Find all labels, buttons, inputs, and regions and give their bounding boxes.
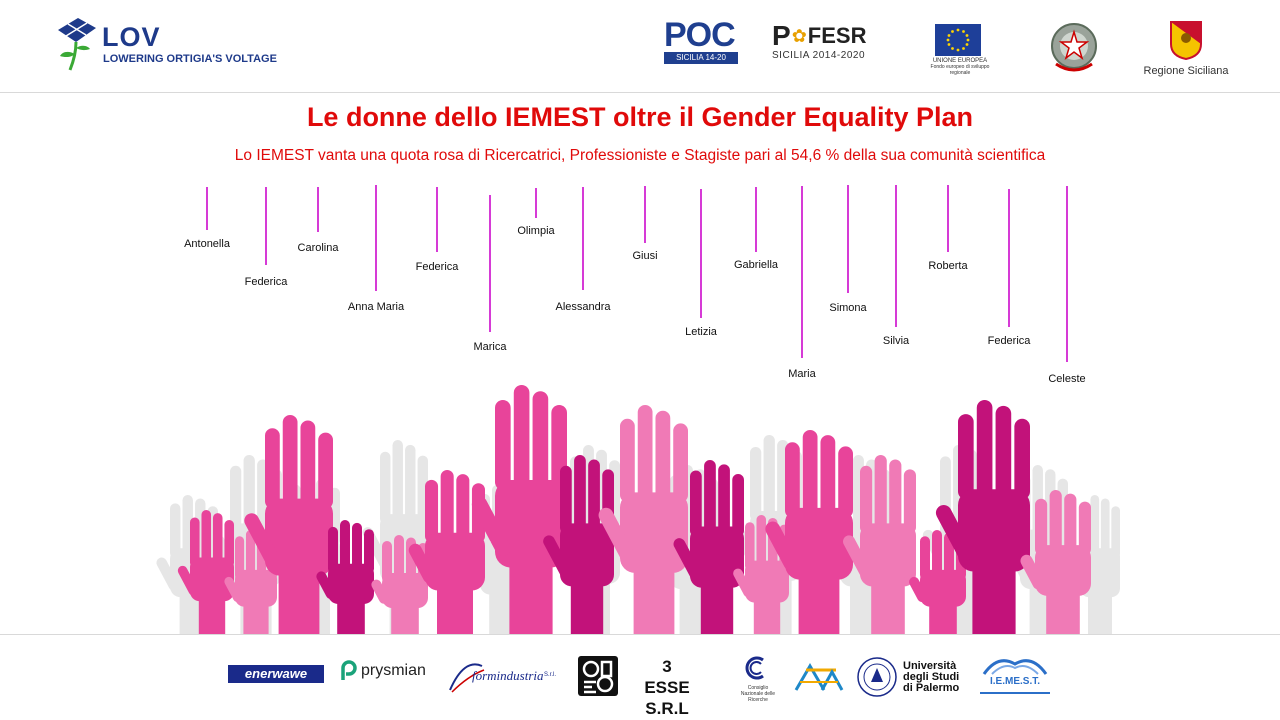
fesr-label: FESR [807, 23, 867, 48]
name-label: Olimpia [517, 225, 555, 237]
name-label: Giusi [632, 250, 658, 262]
cnr-logo: Consiglio Nazionale delle Ricerche [736, 656, 780, 703]
raised-hand-shape [673, 460, 744, 635]
name-label: Roberta [928, 260, 968, 272]
name-label: Celeste [1048, 373, 1086, 385]
name-connector-line [1066, 186, 1068, 362]
name-label: Marica [473, 341, 507, 353]
iemest-label: I.E.ME.S.T. [989, 676, 1040, 687]
eu-flag-icon [935, 24, 981, 56]
ittae-logo-icon [794, 663, 844, 691]
name-connector-line [375, 185, 377, 291]
header-divider [0, 92, 1280, 93]
formindustria-label: formindustria [472, 668, 544, 683]
prysmian-logo: prysmian [340, 660, 426, 682]
name-label: Simona [829, 302, 867, 314]
prysmian-mark-icon [341, 660, 357, 680]
name-label: Maria [788, 368, 816, 380]
cnr-caption: Consiglio Nazionale delle Ricerche [740, 685, 776, 703]
raised-hand-shape [316, 520, 374, 635]
lov-logo-subtitle: LOWERING ORTIGIA'S VOLTAGE [103, 53, 277, 65]
name-connector-line [489, 195, 491, 332]
raised-hand-shape [177, 510, 234, 635]
raised-hand-shape [765, 430, 853, 635]
raised-hand-shape [471, 385, 567, 635]
name-label: Gabriella [733, 259, 779, 271]
raised-hand-shape [408, 470, 485, 635]
name-label: Alessandra [555, 301, 611, 313]
raised-hand-shape [543, 455, 614, 635]
name-label: Letizia [685, 326, 717, 338]
enerwawe-logo: enerwawe [228, 665, 324, 683]
tre-esse-logo: 3 ESSE S.R.L [640, 656, 694, 719]
fesr-caption: SICILIA 2014-2020 [772, 50, 866, 61]
raised-hands-illustration [156, 385, 1120, 635]
name-label: Anna Maria [347, 301, 405, 313]
regione-siciliana-logo: Regione Siciliana [1138, 20, 1234, 82]
prysmian-label: prysmian [361, 662, 426, 679]
apeo-logo [578, 656, 618, 696]
raised-hand-shape [598, 405, 688, 635]
page-subtitle: Lo IEMEST vanta una quota rosa di Ricerc… [234, 147, 1046, 164]
iemest-logo: I.E.ME.S.T. [974, 654, 1056, 702]
iemest-wave-icon [982, 659, 1048, 675]
name-label: Federica [244, 276, 288, 288]
cnr-mark-icon [745, 656, 764, 680]
fesr-logo: P ✿ FESR SICILIA 2014-2020 [772, 22, 876, 70]
raised-hand-shape [935, 400, 1030, 635]
name-connector-line [535, 188, 537, 218]
name-connector-line [1008, 189, 1010, 327]
names-timeline: Antonella Federica Carolina Anna Maria Feder… [184, 185, 1086, 385]
raised-hand-shape [1020, 490, 1091, 635]
name-connector-line [265, 187, 267, 265]
apeo-mark-icon [582, 660, 614, 694]
poc-caption: SICILIA 14-20 [664, 52, 738, 64]
name-connector-line [801, 186, 803, 358]
name-connector-line [947, 185, 949, 252]
page-title: Le donne dello IEMEST oltre il Gender Eq… [306, 102, 974, 132]
name-connector-line [755, 187, 757, 252]
name-label: Carolina [297, 242, 339, 254]
lov-logo-title: LOV [102, 22, 161, 52]
unipa-line-1: Università [903, 659, 957, 672]
regione-caption: Regione Siciliana [1143, 65, 1229, 77]
name-connector-line [847, 185, 849, 293]
formindustria-logo: formindustria S.r.l. [446, 656, 564, 696]
eu-logo: UNIONE EUROPEA Fondo europeo di sviluppo… [920, 24, 1000, 76]
name-label: Federica [415, 261, 459, 273]
unipa-logo: Università degli Studi di Palermo [856, 656, 959, 698]
name-connector-line [436, 187, 438, 252]
unipa-line-3: di Palermo [903, 681, 960, 694]
eu-caption: UNIONE EUROPEA [932, 58, 988, 64]
name-connector-line [644, 186, 646, 243]
name-label: Antonella [184, 238, 230, 250]
name-connector-line [582, 187, 584, 290]
raised-hand-shape [843, 455, 916, 635]
name-connector-line [317, 187, 319, 232]
raised-hand-shape [909, 530, 966, 635]
name-connector-line [895, 185, 897, 327]
formindustria-swoosh-icon [449, 663, 485, 693]
solar-plant-icon [58, 18, 96, 71]
raised-hand-shape [244, 415, 333, 635]
tre-esse-line-2: S.R.L [645, 699, 689, 718]
tre-esse-line-1: 3 ESSE [644, 657, 690, 697]
unipa-seal-icon [857, 657, 897, 697]
name-label: Silvia [882, 335, 910, 347]
iemest-underline [980, 692, 1050, 694]
name-connector-line [206, 187, 208, 230]
poc-logo: POC SICILIA 14-20 [664, 18, 738, 68]
italian-republic-emblem-icon [1051, 23, 1097, 72]
name-label: Federica [987, 335, 1031, 347]
footer-divider [0, 634, 1280, 635]
trinacria-shield-icon [1170, 21, 1202, 61]
eu-caption-fund: Fondo europeo di sviluppo regionale [930, 64, 990, 76]
unipa-line-2: degli Studi [903, 670, 960, 683]
formindustria-suffix: S.r.l. [544, 672, 557, 678]
name-connector-line [700, 189, 702, 318]
